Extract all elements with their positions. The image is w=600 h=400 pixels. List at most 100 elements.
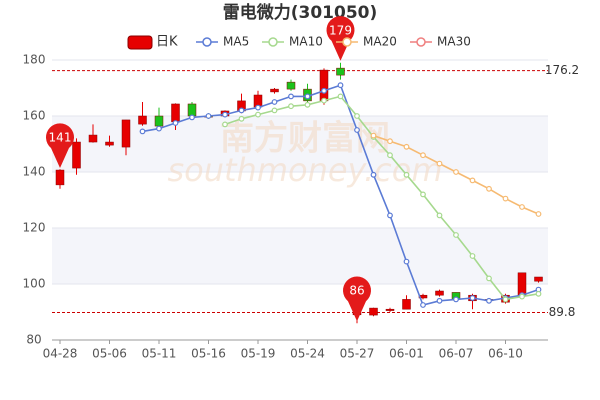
- pin-marker: [46, 123, 74, 169]
- ma-point: [519, 204, 525, 210]
- ma-point: [304, 101, 311, 108]
- ma-point: [403, 171, 410, 178]
- candle-body: [435, 290, 444, 296]
- candle-body: [105, 141, 114, 146]
- ma-point: [502, 296, 509, 303]
- watermark: 南方财富网: [220, 119, 390, 159]
- ma-point: [469, 253, 476, 259]
- candle-body: [286, 81, 296, 90]
- legend-candle: [127, 35, 153, 50]
- x-tick-label: 06-07: [439, 347, 474, 361]
- legend-label: MA30: [437, 35, 471, 49]
- ma-point: [238, 115, 245, 122]
- ma-point: [469, 177, 476, 184]
- x-tick-label: 05-19: [241, 347, 276, 361]
- ma-point: [337, 82, 344, 89]
- ma-point: [453, 232, 459, 238]
- y-tick-label: 100: [23, 277, 46, 291]
- ma-point: [271, 99, 278, 105]
- ma-point: [453, 296, 459, 303]
- ma-point: [222, 121, 228, 128]
- pin-marker: [342, 276, 371, 322]
- y-tick-label: 140: [23, 165, 46, 179]
- ma-point: [469, 295, 476, 301]
- candle-body: [385, 308, 395, 311]
- ma-point: [304, 93, 311, 100]
- pin-label: 179: [329, 23, 352, 37]
- ma-point: [403, 143, 410, 150]
- x-tick-label: 04-28: [43, 347, 78, 361]
- legend-label: 日K: [156, 35, 178, 50]
- ma-point: [189, 114, 195, 121]
- ma-point: [354, 127, 360, 133]
- candle-body: [402, 299, 411, 310]
- candle-body: [517, 272, 527, 296]
- candle-body: [72, 141, 81, 169]
- ma-point: [387, 138, 393, 145]
- ma-point: [255, 111, 261, 118]
- grid-band: [52, 116, 548, 172]
- legend-dot: [416, 37, 426, 47]
- y-tick-label: 120: [23, 221, 46, 235]
- candle-body: [171, 103, 180, 123]
- pin-label: 141: [49, 131, 72, 145]
- ma-point: [486, 297, 492, 304]
- candle-body: [369, 307, 378, 316]
- ma-point: [436, 160, 443, 167]
- candle-body: [121, 119, 131, 148]
- legend-dot: [342, 37, 352, 47]
- x-tick-label: 05-11: [142, 347, 177, 361]
- ma-point: [502, 195, 509, 202]
- ma-point: [535, 290, 542, 297]
- ma-point: [387, 212, 393, 219]
- reference-label: 89.8: [549, 305, 576, 319]
- ma-point: [288, 93, 294, 100]
- x-tick-label: 05-06: [92, 347, 127, 361]
- y-tick-label: 160: [23, 109, 46, 123]
- legend-label: MA5: [223, 35, 249, 49]
- ma-point: [172, 120, 179, 126]
- ma-point: [370, 132, 377, 139]
- x-tick-label: 05-27: [340, 347, 375, 361]
- chart-title: 雷电微力(301050): [223, 2, 378, 23]
- ma-point: [288, 103, 294, 110]
- x-tick-label: 05-24: [290, 347, 325, 361]
- candle-body: [138, 115, 147, 125]
- pin-label: 86: [349, 284, 364, 298]
- ma-point: [271, 107, 278, 114]
- ma-point: [139, 128, 146, 135]
- ma-point: [321, 97, 327, 104]
- ma-point: [321, 87, 327, 94]
- ma-point: [387, 152, 393, 159]
- y-tick-label: 80: [26, 333, 41, 347]
- ma-point: [453, 169, 459, 175]
- ma-point: [354, 113, 360, 119]
- legend-dot: [268, 37, 278, 47]
- legend-dot: [202, 37, 212, 47]
- ma-point: [255, 104, 261, 111]
- ma-point: [420, 191, 426, 198]
- x-tick-label: 06-10: [488, 347, 523, 361]
- grid-band: [52, 228, 548, 284]
- ma-point: [238, 107, 245, 114]
- reference-label: 176.2: [545, 63, 579, 77]
- x-tick-label: 06-01: [389, 347, 424, 361]
- candle-body: [336, 67, 345, 76]
- ma-point: [486, 185, 492, 192]
- ma-point: [205, 113, 212, 119]
- ma-point: [519, 293, 525, 300]
- legend-label: MA10: [289, 35, 323, 49]
- legend-label: MA20: [363, 35, 397, 49]
- ma-point: [370, 171, 377, 178]
- candle-body: [319, 69, 329, 102]
- candle-body: [187, 103, 197, 117]
- candle-body: [88, 134, 98, 143]
- ma-point: [403, 258, 410, 265]
- watermark: southmoney.com: [167, 151, 442, 189]
- ma-point: [486, 275, 492, 282]
- ma-point: [535, 211, 542, 217]
- ma-point: [337, 93, 344, 100]
- ma-point: [222, 111, 228, 118]
- ma-point: [436, 212, 443, 219]
